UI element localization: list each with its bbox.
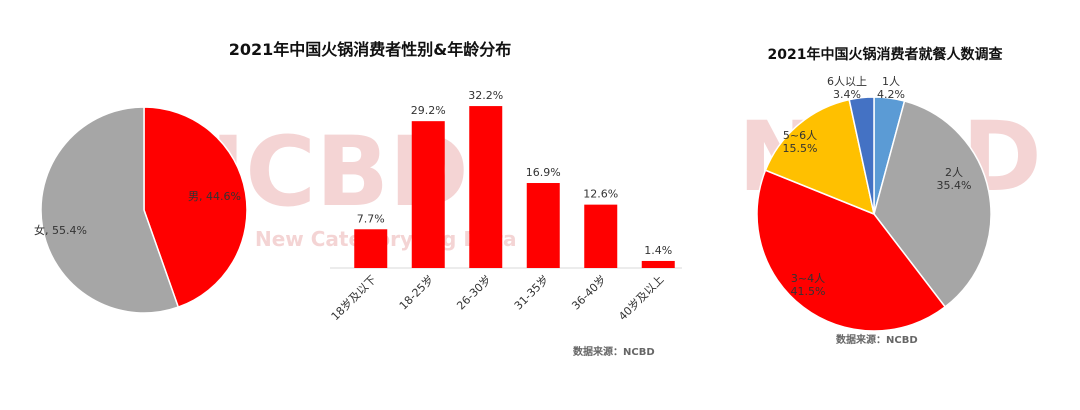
pie-label-0: 1人 4.2% bbox=[877, 75, 905, 101]
pie-slice-3 bbox=[764, 98, 876, 216]
dining-size-pie-chart: 1人 4.2% 2人 35.4% 3~4人 41.5% 5~6人 15.5% 6人以上 3.4% bbox=[756, 75, 992, 332]
bar-3 bbox=[526, 183, 560, 268]
bar-value-label-3: 16.9% bbox=[526, 166, 561, 179]
pie-slice-4 bbox=[848, 96, 875, 215]
pie-label-0: 男, 44.6% bbox=[188, 190, 241, 203]
category-label-4: 36-40岁 bbox=[569, 272, 609, 312]
bar-2 bbox=[469, 106, 503, 268]
pie-label-1: 女, 55.4% bbox=[34, 223, 87, 237]
age-bar-chart: 7.7% 18岁及以下 29.2% 18-25岁 32.2% 26-30岁 16.9% 31-… bbox=[328, 89, 682, 323]
pie-slice-0 bbox=[143, 106, 248, 309]
pie-label-4: 6人以上 3.4% bbox=[827, 75, 867, 101]
gender-pie-chart: 男, 44.6% 女, 55.4% bbox=[34, 106, 248, 314]
bar-1 bbox=[411, 121, 445, 268]
bar-value-label-4: 12.6% bbox=[583, 188, 618, 201]
data-source-right: 数据来源：NCBD bbox=[836, 335, 918, 346]
pie-label-3: 5~6人 15.5% bbox=[783, 129, 818, 155]
pie-slice-2 bbox=[756, 169, 947, 332]
bar-value-label-5: 1.4% bbox=[644, 244, 672, 257]
bar-4 bbox=[584, 204, 618, 268]
category-label-2: 26-30岁 bbox=[454, 272, 494, 312]
pie-label-2: 3~4人 41.5% bbox=[791, 272, 826, 298]
category-label-1: 18-25岁 bbox=[396, 272, 436, 312]
bar-value-label-2: 32.2% bbox=[468, 89, 503, 102]
bar-value-label-0: 7.7% bbox=[357, 212, 385, 225]
bar-0 bbox=[354, 229, 388, 268]
bar-value-label-1: 29.2% bbox=[411, 104, 446, 117]
chart-title-gender-age: 2021年中国火锅消费者性别&年龄分布 bbox=[228, 40, 512, 59]
data-source-left: 数据来源：NCBD bbox=[573, 347, 655, 358]
category-label-0: 18岁及以下 bbox=[328, 272, 379, 323]
pie-slice-1 bbox=[40, 106, 180, 314]
pie-label-1: 2人 35.4% bbox=[937, 166, 972, 192]
chart-title-dining-size: 2021年中国火锅消费者就餐人数调查 bbox=[767, 47, 1003, 63]
category-label-3: 31-35岁 bbox=[511, 272, 551, 312]
pie-slice-1 bbox=[873, 100, 992, 308]
bar-5 bbox=[641, 260, 675, 268]
category-label-5: 40岁及以上 bbox=[615, 272, 666, 323]
